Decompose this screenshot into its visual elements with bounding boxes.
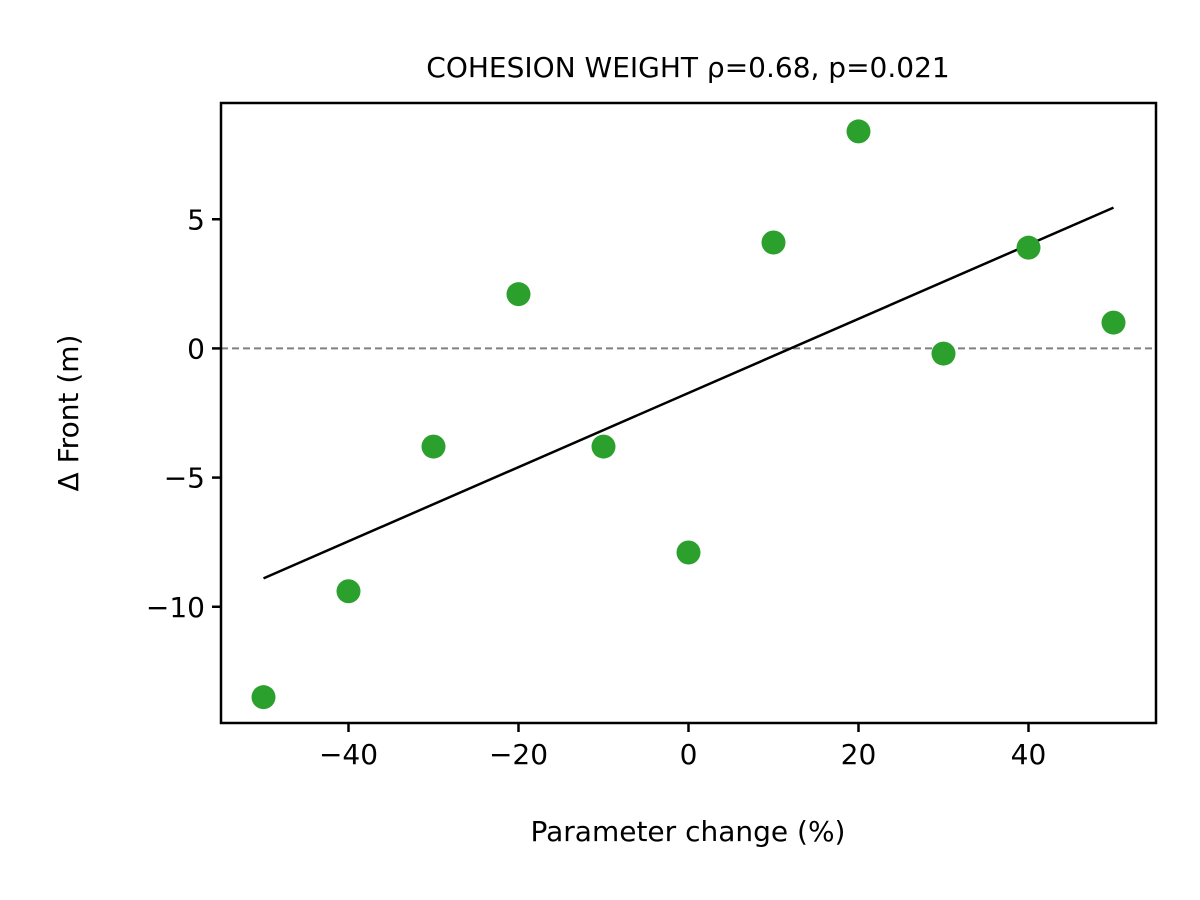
fit-layer	[263, 206, 1114, 580]
data-point	[761, 230, 786, 255]
x-tick-label: −20	[489, 738, 548, 771]
y-axis-label: Δ Front (m)	[52, 335, 85, 492]
x-tick-label: 20	[841, 738, 877, 771]
data-point	[591, 434, 616, 459]
chart-title: COHESION WEIGHT ρ=0.68, p=0.021	[426, 51, 949, 84]
y-tick-label: 5	[187, 203, 205, 236]
x-tick-label: 40	[1011, 738, 1047, 771]
data-point	[336, 579, 361, 604]
data-point	[1101, 310, 1126, 335]
data-point	[251, 685, 276, 710]
data-point	[506, 282, 531, 307]
fit-line	[263, 206, 1114, 580]
data-point	[421, 434, 446, 459]
data-point	[676, 540, 701, 565]
x-tick-label: −40	[319, 738, 378, 771]
y-axis-ticks: −10 −5 0 5	[146, 203, 221, 624]
y-tick-label: −5	[164, 462, 205, 495]
plot-frame	[219, 101, 1158, 725]
y-tick-label: 0	[187, 332, 205, 365]
x-axis-label: Parameter change (%)	[531, 815, 846, 848]
x-tick-label: 0	[680, 738, 698, 771]
data-point	[931, 341, 956, 366]
x-axis-ticks: −40 −20 0 20 40	[319, 723, 1046, 771]
y-tick-label: −10	[146, 591, 205, 624]
points-layer	[251, 119, 1126, 710]
data-point	[846, 119, 871, 144]
data-point	[1016, 235, 1041, 260]
